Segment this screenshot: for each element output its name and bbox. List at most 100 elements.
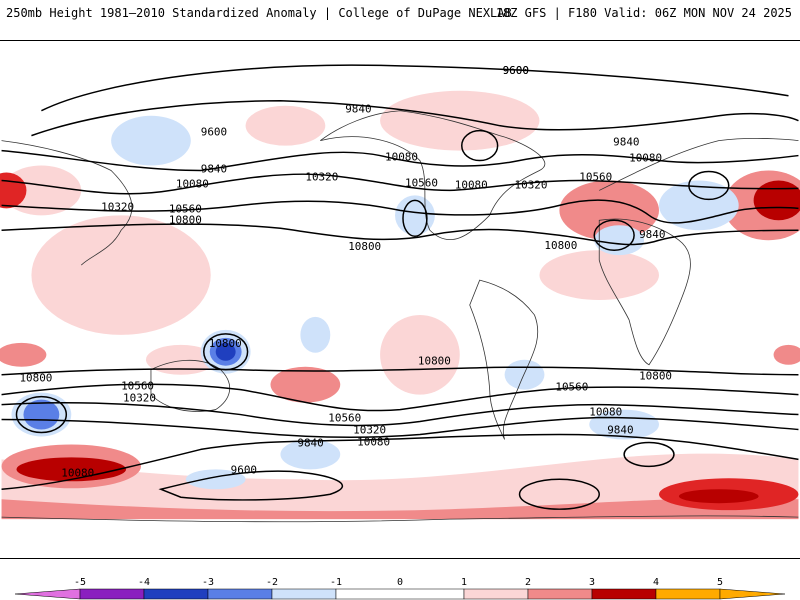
colorbar-tick: 1 [461, 577, 467, 588]
anomaly-region [270, 366, 341, 403]
contour-label: 10320 [515, 178, 548, 191]
contour-label: 10800 [19, 372, 52, 385]
contour-label: 9840 [613, 136, 639, 149]
anomaly-region [380, 314, 460, 395]
anomaly-region [31, 215, 211, 335]
contour-9600-south [158, 470, 344, 501]
africa-coast [598, 218, 691, 366]
contour-closed-low [402, 199, 428, 237]
contour-10800-north [1, 223, 799, 246]
colorbar-swatch [143, 588, 209, 600]
colorbar: -5 -4 -3 -2 -1 0 1 2 3 4 5 [14, 577, 786, 600]
contour-label: 9600 [231, 463, 257, 476]
colorbar-swatch [463, 588, 529, 600]
contour-label: 10800 [639, 370, 672, 383]
contour-label: 10080 [589, 406, 622, 419]
anomaly-region [145, 344, 216, 375]
anomaly-region [0, 342, 47, 367]
south-america-coast [469, 279, 539, 440]
contour-label: 10800 [209, 337, 242, 350]
contour-label: 10320 [305, 170, 338, 183]
contour-closed-low [15, 395, 68, 434]
anomaly-region [280, 439, 341, 470]
colorbar-tick: 2 [525, 577, 531, 588]
anomaly-region [395, 195, 435, 236]
colorbar-tick: -4 [138, 577, 150, 588]
colorbar-tick: -3 [202, 577, 214, 588]
contour-closed-low [518, 478, 600, 510]
colorbar-arrow-right [719, 588, 786, 600]
contour-label: 9840 [607, 423, 633, 436]
eurasia-coast [1, 138, 799, 266]
contour-label: 9840 [297, 436, 323, 449]
contour-label: 10800 [544, 239, 577, 252]
anomaly-region [300, 316, 331, 353]
contour-9840-south [1, 433, 799, 491]
anomaly-map: 9600 9840 10080 10320 10560 10800 9600 9… [0, 40, 800, 559]
anomaly-region [215, 342, 236, 361]
colorbar-tick: 3 [589, 577, 595, 588]
colorbar-swatch [527, 588, 593, 600]
anomaly-region [1, 497, 799, 520]
contour-label: 9600 [503, 64, 529, 77]
anomaly-region [1, 165, 82, 216]
colorbar-swatch [271, 588, 337, 600]
contour-9840-north [31, 100, 799, 137]
colorbar-arrow-left [14, 588, 81, 600]
contour-10560-north [1, 199, 799, 224]
anomaly-region [504, 359, 545, 390]
anomaly-shading [0, 90, 800, 520]
contour-10320-south [1, 401, 799, 427]
anomaly-region [16, 457, 127, 482]
contour-label: 9840 [201, 162, 227, 175]
contour-label: 9840 [345, 103, 371, 116]
colorbar-swatch [335, 588, 465, 600]
contour-label: 10320 [353, 423, 386, 436]
contour-9600-north [41, 64, 789, 112]
colorbar-ticks: -5 -4 -3 -2 -1 0 1 2 3 4 5 [74, 577, 723, 588]
colorbar-tick: 5 [717, 577, 723, 588]
contour-label: 10080 [176, 177, 209, 190]
contour-label: 10080 [357, 435, 390, 448]
contour-closed-low [203, 333, 249, 371]
contour-10320-north [1, 173, 799, 195]
contour-labels: 9600 9840 10080 10320 10560 10800 9600 9… [19, 64, 672, 479]
colorbar-swatch [591, 588, 657, 600]
anomaly-region [658, 180, 739, 231]
model-run-info: 18Z GFS | F180 Valid: 06Z MON NOV 24 202… [495, 6, 792, 20]
anomaly-region [245, 105, 326, 146]
anomaly-region [23, 399, 60, 430]
colorbar-tick: -5 [74, 577, 86, 588]
contour-closed-low [461, 129, 499, 162]
colorbar-tick: -1 [330, 577, 342, 588]
contour-label: 10560 [405, 176, 438, 189]
contour-label: 10080 [455, 178, 488, 191]
contour-label: 10080 [385, 151, 418, 164]
contour-label: 10320 [101, 200, 134, 213]
contour-label: 9600 [503, 64, 529, 77]
contour-closed-low [688, 170, 730, 201]
map-title: 250mb Height 1981–2010 Standardized Anom… [6, 6, 512, 20]
anomaly-region [111, 115, 191, 166]
contour-10560-south [1, 383, 799, 412]
contour-label: 9840 [639, 228, 665, 241]
contour-10800-south [1, 366, 799, 376]
contour-label: 10080 [629, 152, 662, 165]
contour-label: 10560 [328, 412, 361, 425]
anomaly-region [594, 225, 645, 256]
contour-label: 10800 [348, 240, 381, 253]
contour-label: 10080 [61, 466, 94, 479]
contour-label: 10560 [121, 380, 154, 393]
contour-label: 9600 [201, 126, 227, 139]
colorbar-tick: -2 [266, 577, 278, 588]
height-contours [1, 64, 799, 510]
colorbar-swatch [79, 588, 145, 600]
anomaly-region [559, 180, 659, 241]
colorbar-swatch [655, 588, 721, 600]
contour-label: 10800 [418, 355, 451, 368]
contour-10080-north [1, 149, 799, 172]
colorbar-swatch [207, 588, 273, 600]
contour-label: 10800 [169, 213, 202, 226]
contour-label: 10320 [123, 392, 156, 405]
anomaly-region [380, 90, 540, 151]
